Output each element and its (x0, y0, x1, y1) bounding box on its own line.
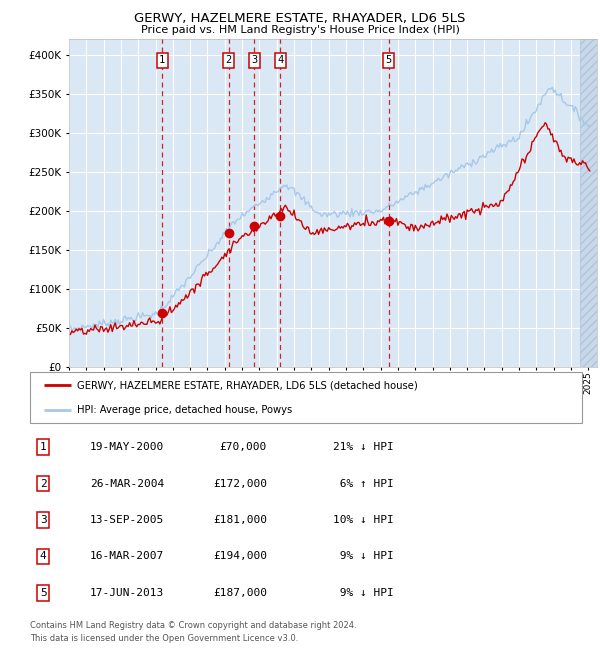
Text: 17-JUN-2013: 17-JUN-2013 (90, 588, 164, 598)
Text: GERWY, HAZELMERE ESTATE, RHAYADER, LD6 5LS (detached house): GERWY, HAZELMERE ESTATE, RHAYADER, LD6 5… (77, 380, 418, 391)
Text: This data is licensed under the Open Government Licence v3.0.: This data is licensed under the Open Gov… (30, 634, 298, 643)
Text: £70,000: £70,000 (220, 442, 267, 452)
Text: 21% ↓ HPI: 21% ↓ HPI (333, 442, 394, 452)
Text: 13-SEP-2005: 13-SEP-2005 (90, 515, 164, 525)
Text: 1: 1 (159, 55, 165, 66)
Text: 4: 4 (40, 551, 47, 562)
Text: 3: 3 (251, 55, 257, 66)
Text: £194,000: £194,000 (213, 551, 267, 562)
Text: 10% ↓ HPI: 10% ↓ HPI (333, 515, 394, 525)
Text: 9% ↓ HPI: 9% ↓ HPI (333, 588, 394, 598)
Text: Price paid vs. HM Land Registry's House Price Index (HPI): Price paid vs. HM Land Registry's House … (140, 25, 460, 34)
Text: 19-MAY-2000: 19-MAY-2000 (90, 442, 164, 452)
Text: 16-MAR-2007: 16-MAR-2007 (90, 551, 164, 562)
Text: 26-MAR-2004: 26-MAR-2004 (90, 478, 164, 489)
Text: GERWY, HAZELMERE ESTATE, RHAYADER, LD6 5LS: GERWY, HAZELMERE ESTATE, RHAYADER, LD6 5… (134, 12, 466, 25)
Text: £172,000: £172,000 (213, 478, 267, 489)
Text: 1: 1 (40, 442, 47, 452)
Bar (580, 39, 600, 367)
Text: 5: 5 (40, 588, 47, 598)
FancyBboxPatch shape (30, 372, 582, 422)
Text: 3: 3 (40, 515, 47, 525)
Text: Contains HM Land Registry data © Crown copyright and database right 2024.: Contains HM Land Registry data © Crown c… (30, 621, 356, 630)
Text: 4: 4 (277, 55, 283, 66)
Text: HPI: Average price, detached house, Powys: HPI: Average price, detached house, Powy… (77, 405, 292, 415)
Text: 2: 2 (40, 478, 47, 489)
Text: £181,000: £181,000 (213, 515, 267, 525)
Text: £187,000: £187,000 (213, 588, 267, 598)
Text: 9% ↓ HPI: 9% ↓ HPI (333, 551, 394, 562)
Text: 2: 2 (226, 55, 232, 66)
Text: 5: 5 (385, 55, 392, 66)
Text: 6% ↑ HPI: 6% ↑ HPI (333, 478, 394, 489)
